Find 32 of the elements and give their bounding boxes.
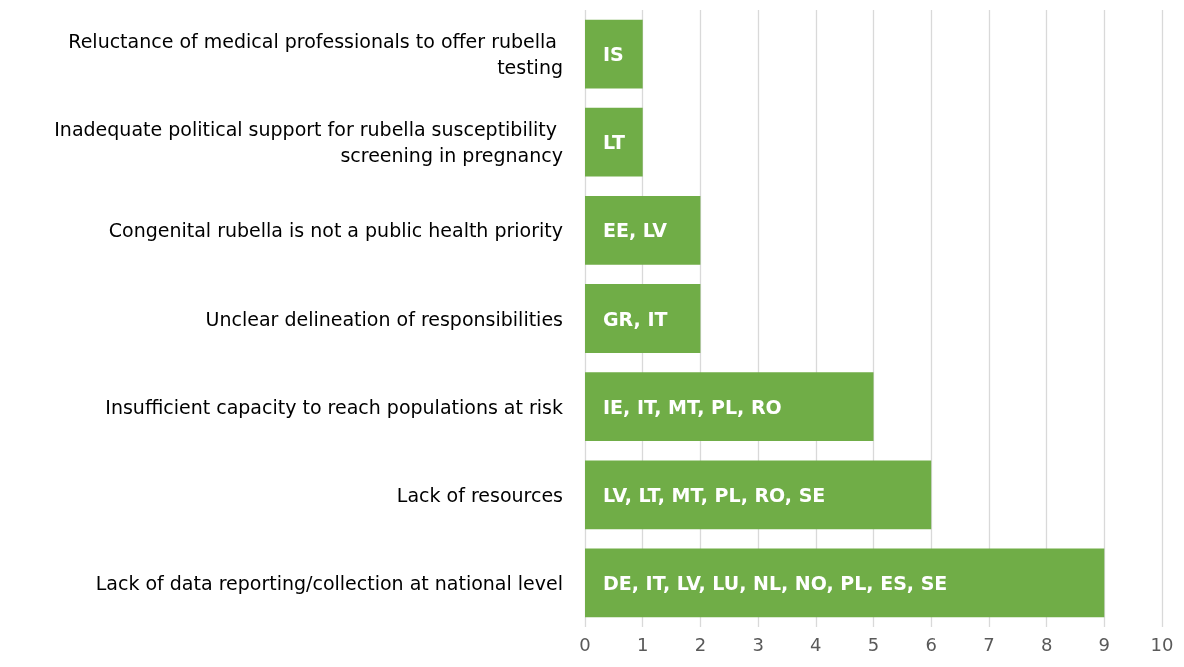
- y-tick-label: Inadequate political support for rubella susceptibility screening in pregnancy: [54, 118, 563, 167]
- x-tick-label: 9: [1098, 633, 1111, 655]
- bar: [585, 548, 1105, 618]
- bar: [585, 19, 643, 89]
- data-label: IS: [603, 43, 624, 66]
- bar: [585, 372, 874, 442]
- x-tick-label: 2: [694, 633, 707, 655]
- x-tick-label: 3: [752, 633, 764, 655]
- x-tick-label: 0: [579, 633, 591, 655]
- data-label: GR, IT: [603, 307, 668, 330]
- bar: [585, 460, 932, 530]
- x-tick-label: 5: [867, 633, 880, 655]
- x-tick-label: 1: [636, 633, 649, 655]
- data-label: EE, LV: [603, 219, 668, 242]
- x-tick-label: 10: [1150, 633, 1174, 655]
- y-tick-label: Unclear delineation of responsibilities: [205, 307, 563, 330]
- bar: [585, 107, 643, 177]
- data-label: LT: [603, 131, 625, 154]
- y-tick-label: Insufficient capacity to reach populations at risk: [105, 395, 563, 418]
- data-label: DE, IT, LV, LU, NL, NO, PL, ES, SE: [603, 571, 948, 594]
- y-tick-label: Reluctance of medical professionals to offer rubella testing: [68, 30, 563, 79]
- bar: [585, 284, 701, 353]
- x-tick-label: 6: [925, 633, 937, 655]
- bar: [585, 195, 701, 265]
- y-tick-label: Lack of resources: [396, 483, 563, 506]
- y-tick-label: Lack of data reporting/collection at national level: [95, 571, 563, 594]
- x-tick-label: 4: [810, 633, 822, 655]
- data-label: LV, LT, MT, PL, RO, SE: [603, 483, 826, 506]
- data-label: IE, IT, MT, PL, RO: [603, 395, 782, 418]
- x-tick-label: 7: [983, 633, 995, 655]
- y-tick-label: Congenital rubella is not a public health priority: [108, 219, 563, 242]
- x-tick-label: 8: [1040, 633, 1053, 655]
